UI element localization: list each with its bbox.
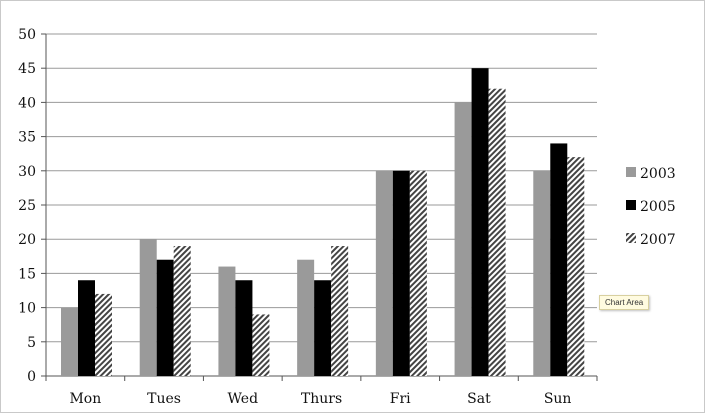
bar-sat-2005 bbox=[471, 68, 489, 376]
bar-mon-2007 bbox=[95, 293, 112, 376]
bar-sat-2007 bbox=[488, 88, 506, 376]
x-tick-label-tues: Tues bbox=[147, 391, 181, 407]
bar-fri-2007 bbox=[409, 170, 427, 376]
y-tick-label-45: 45 bbox=[18, 61, 36, 77]
x-tick-label-wed: Wed bbox=[228, 391, 259, 407]
x-tick-label-sun: Sun bbox=[544, 391, 572, 407]
bar-tues-2007 bbox=[173, 246, 191, 376]
bar-thurs-2003 bbox=[297, 259, 315, 376]
y-tick-label-35: 35 bbox=[18, 130, 36, 146]
bar-wed-2007 bbox=[252, 314, 270, 376]
y-tick-label-25: 25 bbox=[18, 198, 36, 214]
y-tick-label-50: 50 bbox=[18, 27, 36, 43]
legend-swatch-2005 bbox=[626, 200, 636, 210]
bar-mon-2005 bbox=[78, 280, 95, 376]
y-tick-label-5: 5 bbox=[27, 335, 36, 351]
x-tick-label-sat: Sat bbox=[467, 391, 491, 407]
bar-thurs-2005 bbox=[314, 280, 332, 376]
bar-sat-2003 bbox=[454, 102, 472, 377]
legend-label-2007: 2007 bbox=[640, 232, 676, 248]
bar-sun-2005 bbox=[550, 143, 568, 376]
bar-fri-2005 bbox=[392, 170, 410, 376]
bar-wed-2005 bbox=[235, 280, 253, 376]
bar-thurs-2007 bbox=[331, 246, 349, 376]
x-tick-label-thurs: Thurs bbox=[301, 391, 342, 407]
y-tick-label-30: 30 bbox=[18, 164, 36, 180]
y-tick-label-10: 10 bbox=[18, 301, 36, 317]
legend-label-2005: 2005 bbox=[640, 199, 676, 215]
y-tick-label-20: 20 bbox=[18, 232, 36, 248]
chart-area-tooltip: Chart Area bbox=[599, 295, 650, 310]
legend-swatch-2003 bbox=[626, 167, 636, 177]
bar-tues-2005 bbox=[156, 259, 174, 376]
bar-fri-2003 bbox=[375, 170, 393, 376]
bar-sun-2003 bbox=[533, 170, 551, 376]
legend-swatch-2007 bbox=[626, 233, 636, 243]
y-tick-label-0: 0 bbox=[27, 369, 36, 385]
bar-tues-2003 bbox=[139, 239, 157, 376]
bar-mon-2003 bbox=[61, 307, 78, 376]
y-tick-label-40: 40 bbox=[18, 95, 36, 111]
bar-wed-2003 bbox=[218, 266, 236, 376]
bar-sun-2007 bbox=[567, 157, 585, 376]
legend-label-2003: 2003 bbox=[640, 166, 676, 182]
x-tick-label-mon: Mon bbox=[69, 391, 101, 407]
y-tick-label-15: 15 bbox=[18, 266, 36, 282]
x-tick-label-fri: Fri bbox=[390, 391, 411, 407]
